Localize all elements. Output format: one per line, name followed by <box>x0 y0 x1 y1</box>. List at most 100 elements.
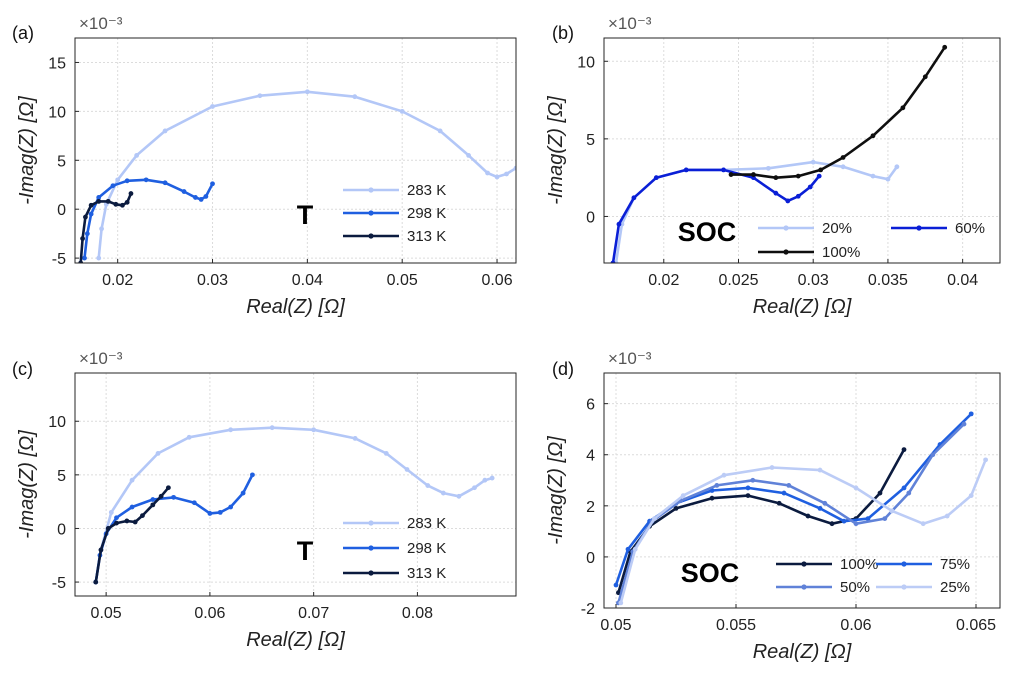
data-point <box>870 173 876 179</box>
data-point <box>877 490 883 496</box>
annotation-label: SOC <box>678 217 737 247</box>
y-tick-label: 6 <box>586 397 595 414</box>
x-tick-label: 0.04 <box>947 272 978 289</box>
data-point <box>140 513 145 518</box>
data-point <box>96 255 102 261</box>
data-point <box>901 447 907 453</box>
y-multiplier: ×10⁻³ <box>79 14 123 33</box>
data-point <box>113 201 119 207</box>
y-tick-label: 0 <box>57 521 66 538</box>
data-point <box>304 89 310 95</box>
legend-marker <box>916 225 922 231</box>
data-point <box>841 518 847 524</box>
legend-entry: 100% <box>822 244 860 261</box>
data-point <box>920 521 926 527</box>
data-point <box>383 451 389 456</box>
x-axis-label: Real(Z) [Ω] <box>753 296 852 318</box>
axes-box <box>603 37 1001 264</box>
data-point <box>228 427 234 433</box>
data-point <box>900 105 906 111</box>
legend: 100% 75% 50% 25% <box>776 556 970 596</box>
data-point <box>78 260 84 263</box>
data-point <box>807 184 813 190</box>
panel-label: (b) <box>552 23 574 43</box>
data-point <box>781 490 787 496</box>
y-tick-label: 5 <box>57 468 66 485</box>
data-point <box>901 485 907 491</box>
data-point <box>765 165 771 171</box>
data-point <box>680 493 686 499</box>
data-point <box>128 191 134 196</box>
x-tick-label: 0.08 <box>402 605 433 622</box>
x-tick-label: 0.035 <box>868 272 908 289</box>
series-line-283K <box>94 426 493 583</box>
data-point <box>840 155 846 160</box>
data-point <box>618 600 624 606</box>
data-point <box>944 513 950 519</box>
y-tick-label: -5 <box>52 251 66 268</box>
data-point <box>906 490 912 496</box>
data-point <box>110 183 116 189</box>
axes-box <box>603 372 1001 609</box>
data-point <box>745 485 751 491</box>
data-point <box>456 493 462 499</box>
series-group <box>613 411 988 606</box>
y-multiplier: ×10⁻³ <box>79 349 123 368</box>
data-point <box>124 199 130 205</box>
data-point <box>240 490 246 496</box>
legend: 283 K 298 K 313 K <box>343 515 446 582</box>
data-point <box>894 164 900 170</box>
legend-entry: 50% <box>840 579 870 596</box>
data-point <box>773 190 779 196</box>
data-point <box>631 195 637 201</box>
data-point <box>99 226 104 232</box>
data-point <box>983 457 988 463</box>
y-tick-label: 0 <box>586 550 595 567</box>
data-point <box>193 195 198 200</box>
y-tick-label: -5 <box>52 575 66 592</box>
x-tick-label: 0.05 <box>600 617 631 634</box>
data-point <box>404 467 410 472</box>
y-tick-label: 10 <box>48 104 66 121</box>
data-point <box>930 452 936 458</box>
data-point <box>114 520 119 526</box>
data-point <box>853 521 859 527</box>
series-line-313K <box>94 486 170 583</box>
data-point <box>98 547 104 553</box>
axes-box <box>74 37 517 264</box>
data-point <box>150 497 156 502</box>
x-axis-label: Real(Z) [Ω] <box>246 629 345 651</box>
data-point <box>840 164 846 170</box>
x-tick-label: 0.02 <box>102 272 133 289</box>
data-point <box>776 500 782 506</box>
data-point <box>822 500 828 506</box>
y-tick-label: 2 <box>586 499 595 516</box>
y-tick-label: 10 <box>577 54 595 71</box>
data-point <box>155 451 161 456</box>
data-point <box>785 198 791 204</box>
annotation-label: SOC <box>681 558 740 588</box>
series-group <box>93 425 495 585</box>
data-point <box>352 94 358 100</box>
legend-entry: 298 K <box>407 205 446 222</box>
data-point <box>489 475 495 481</box>
series-line-25 <box>619 459 987 604</box>
data-point <box>769 465 775 470</box>
data-point <box>482 477 488 483</box>
data-point <box>124 518 130 524</box>
x-tick-label: 0.04 <box>292 272 323 289</box>
data-point <box>162 128 168 134</box>
legend-entry: 298 K <box>407 540 446 557</box>
y-axis-label: -Imag(Z) [Ω] <box>16 96 38 205</box>
panel-label: (a) <box>12 23 34 43</box>
legend-entry: 25% <box>940 579 970 596</box>
legend-marker <box>368 233 374 239</box>
y-axis-label: -Imag(Z) [Ω] <box>16 430 38 539</box>
data-point <box>795 173 801 179</box>
y-multiplier: ×10⁻³ <box>608 14 652 33</box>
data-point <box>257 93 263 99</box>
data-point <box>751 172 756 177</box>
data-point <box>922 74 928 80</box>
data-point <box>250 472 255 478</box>
